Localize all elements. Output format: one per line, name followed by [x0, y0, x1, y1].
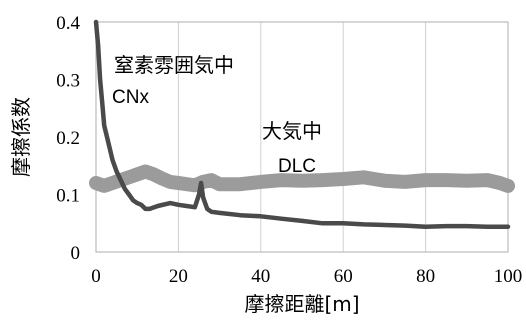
series-line-dlc — [89, 164, 515, 193]
y-axis-label: 摩擦係数 — [9, 97, 33, 177]
y-tick-label: 0.2 — [56, 128, 80, 149]
series-layer — [89, 19, 515, 229]
y-tick-label: 0.4 — [56, 13, 80, 34]
series-line-cnx — [93, 19, 511, 229]
x-tick-label: 60 — [334, 266, 353, 287]
y-tick-label: 0.1 — [56, 186, 80, 207]
plot-area — [95, 21, 509, 253]
annotation-dlc-environment: 大気中 — [262, 119, 322, 143]
annotation-cnx-environment: 窒素雰囲気中 — [114, 53, 234, 77]
annotation-dlc-name: DLC — [278, 156, 316, 177]
grid-lines — [177, 22, 427, 252]
x-tick-label: 40 — [251, 266, 270, 287]
x-tick-label: 0 — [91, 266, 101, 287]
x-axis-label: 摩擦距離[m] — [244, 292, 359, 316]
x-tick-label: 80 — [416, 266, 435, 287]
x-tick-label: 100 — [494, 266, 523, 287]
y-tick-label: 0 — [71, 243, 81, 264]
annotation-cnx-name: CNx — [112, 87, 149, 108]
x-tick-label: 20 — [169, 266, 188, 287]
y-tick-label: 0.3 — [56, 71, 80, 92]
tick-labels: 0 20 40 60 80 100 0 0.1 0.2 0.3 0.4 — [56, 13, 522, 287]
